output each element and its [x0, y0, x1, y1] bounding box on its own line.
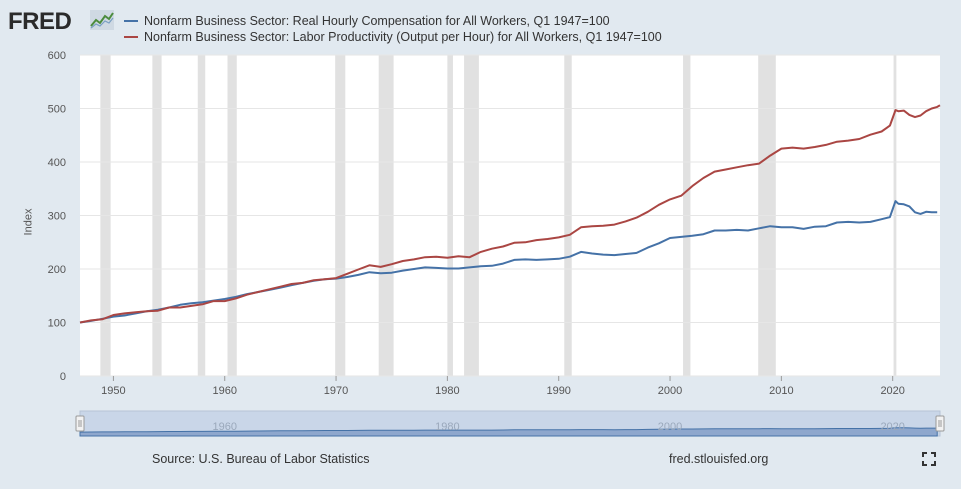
- x-tick-label: 1950: [101, 385, 125, 397]
- chart-legend: Nonfarm Business Sector: Real Hourly Com…: [124, 13, 662, 45]
- x-tick-label: 1990: [546, 385, 570, 397]
- credit-link[interactable]: fred.stlouisfed.org: [669, 452, 769, 466]
- navigator-handle-body: [935, 415, 945, 432]
- navigator-series: [79, 427, 938, 437]
- series-line-compensation: [79, 200, 938, 324]
- y-tick-label: 600: [48, 50, 66, 62]
- navigator-label: 1980: [435, 421, 459, 433]
- navigator-handle-right[interactable]: [935, 415, 945, 432]
- legend-label-compensation: Nonfarm Business Sector: Real Hourly Com…: [144, 14, 610, 28]
- navigator-label: 2000: [658, 421, 682, 433]
- navigator-handle-left[interactable]: [75, 415, 85, 432]
- x-tick-label: 1970: [324, 385, 348, 397]
- x-tick-label: 2000: [658, 385, 682, 397]
- y-tick-label: 400: [48, 157, 66, 169]
- y-tick-label: 300: [48, 211, 66, 223]
- x-tick-label: 1960: [212, 385, 236, 397]
- y-tick-label: 100: [48, 318, 66, 330]
- legend-item-compensation[interactable]: Nonfarm Business Sector: Real Hourly Com…: [124, 13, 662, 29]
- x-tick-label: 2010: [769, 385, 793, 397]
- navigator-handle-body: [75, 415, 85, 432]
- x-tick-label: 1980: [435, 385, 459, 397]
- legend-swatch-compensation: [124, 20, 138, 22]
- line-chart-icon: [90, 10, 114, 30]
- legend-label-productivity: Nonfarm Business Sector: Labor Productiv…: [144, 30, 662, 44]
- source-text: Source: U.S. Bureau of Labor Statistics: [152, 452, 370, 466]
- y-tick-label: 0: [60, 371, 66, 383]
- series-line-productivity: [79, 104, 941, 324]
- fred-logo[interactable]: FRED: [8, 8, 72, 35]
- y-tick-label: 200: [48, 264, 66, 276]
- legend-item-productivity[interactable]: Nonfarm Business Sector: Labor Productiv…: [124, 29, 662, 45]
- navigator-label: 2020: [880, 421, 904, 433]
- navigator-label: 1960: [212, 421, 236, 433]
- legend-swatch-productivity: [124, 36, 138, 38]
- x-tick-label: 2020: [880, 385, 904, 397]
- fullscreen-icon[interactable]: [922, 452, 936, 466]
- y-tick-label: 500: [48, 104, 66, 116]
